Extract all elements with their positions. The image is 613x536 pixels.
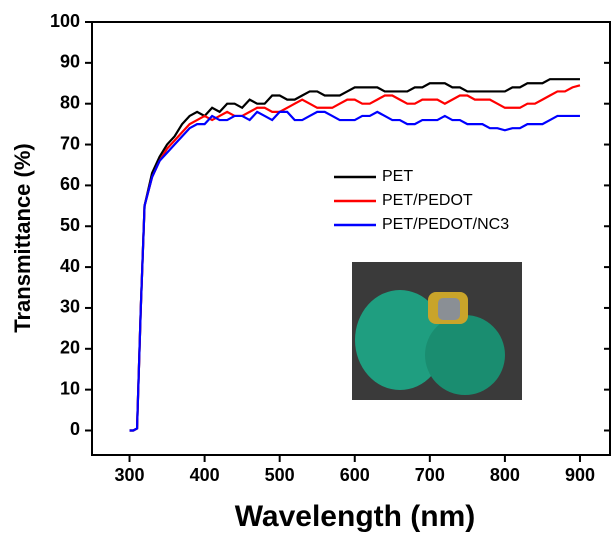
x-axis-title: Wavelength (nm) bbox=[235, 500, 476, 533]
series-line bbox=[129, 110, 580, 432]
series-line bbox=[129, 84, 581, 432]
y-tick-label: 30 bbox=[60, 297, 80, 317]
y-tick-label: 100 bbox=[50, 11, 80, 31]
y-tick-label: 20 bbox=[60, 338, 80, 358]
x-tick-label: 700 bbox=[415, 465, 445, 485]
x-tick-label: 600 bbox=[340, 465, 370, 485]
x-tick-label: 400 bbox=[190, 465, 220, 485]
legend-label: PET/PEDOT/NC3 bbox=[382, 216, 509, 233]
y-tick-label: 90 bbox=[60, 52, 80, 72]
y-axis-title: Transmittance (%) bbox=[10, 143, 35, 333]
y-tick-label: 10 bbox=[60, 378, 80, 398]
x-tick-label: 800 bbox=[490, 465, 520, 485]
y-tick-label: 70 bbox=[60, 133, 80, 153]
film-window bbox=[438, 298, 460, 320]
x-tick-label: 300 bbox=[115, 465, 145, 485]
glove bbox=[355, 290, 445, 390]
y-tick-label: 40 bbox=[60, 256, 80, 276]
glove bbox=[425, 315, 505, 395]
legend-label: PET/PEDOT bbox=[382, 192, 473, 209]
y-tick-label: 0 bbox=[70, 419, 80, 439]
x-tick-label: 500 bbox=[265, 465, 295, 485]
y-tick-label: 60 bbox=[60, 174, 80, 194]
plot-frame bbox=[91, 21, 611, 456]
y-tick-label: 50 bbox=[60, 215, 80, 235]
series-line bbox=[129, 78, 580, 432]
legend-label: PET bbox=[382, 168, 413, 185]
y-tick-label: 80 bbox=[60, 92, 80, 112]
x-tick-label: 900 bbox=[565, 465, 595, 485]
inset-photo bbox=[352, 262, 522, 400]
